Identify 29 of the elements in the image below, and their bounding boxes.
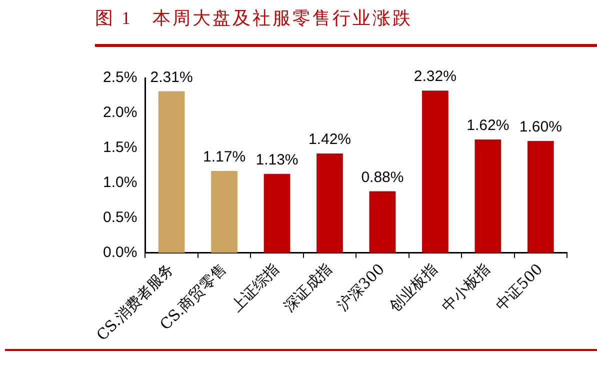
- y-tick-label: 1.5%: [102, 139, 138, 156]
- data-label: 2.32%: [414, 68, 456, 86]
- bar: [158, 91, 185, 253]
- bar: [474, 140, 502, 253]
- x-tick-label: 中小板指: [438, 260, 494, 316]
- bar: [316, 154, 343, 253]
- x-tick-label: 中证500: [492, 260, 546, 314]
- bar: [527, 140, 554, 253]
- data-label: 1.60%: [519, 118, 562, 136]
- x-tick-label: 深证成指: [280, 260, 336, 316]
- data-label: 1.42%: [308, 131, 352, 148]
- y-tick-label: 2.5%: [102, 69, 138, 86]
- data-label: 2.31%: [150, 68, 193, 86]
- x-tick-label: 上证综指: [227, 260, 283, 316]
- bar: [264, 174, 290, 253]
- data-label: 1.62%: [466, 117, 510, 134]
- x-tick-label: 沪深300: [334, 260, 388, 314]
- y-tick-label: 0.0%: [102, 244, 138, 262]
- y-tick-label: 2.0%: [102, 104, 138, 122]
- x-tick-label: 创业板指: [386, 260, 441, 316]
- bar: [422, 90, 448, 253]
- y-tick-label: 1.0%: [102, 174, 138, 192]
- y-tick-label: 0.5%: [102, 209, 138, 226]
- data-label: 0.88%: [361, 168, 404, 186]
- data-label: 1.13%: [256, 151, 298, 168]
- bar: [211, 171, 238, 253]
- chart-title: 图 1 本周大盘及社服零售行业涨跌: [95, 7, 412, 30]
- data-label: 1.17%: [203, 148, 246, 166]
- bar: [369, 191, 396, 253]
